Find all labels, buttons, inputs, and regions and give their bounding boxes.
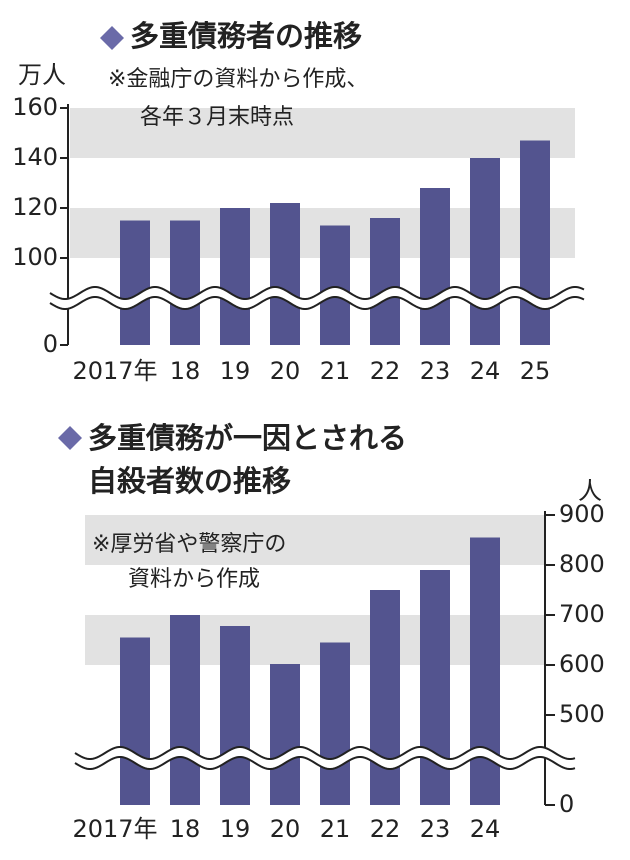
y-tick-label: 900 [559,500,605,528]
x-tick-label: 20 [270,815,301,843]
x-tick-label: 24 [470,815,501,843]
y-tick-label: 600 [559,650,605,678]
bar [470,158,500,345]
note: ※厚労省や警察庁の [92,532,286,557]
axis-break-line [74,746,576,760]
axis-break [75,747,575,769]
x-tick-label: 19 [220,815,251,843]
x-tick-label: 20 [270,357,301,385]
bar [370,218,400,345]
bar [320,642,350,805]
bar [220,208,250,345]
bar [420,188,450,345]
note: 資料から作成 [128,567,260,592]
x-tick-label: 19 [220,357,251,385]
x-tick-label: 18 [170,815,201,843]
x-tick-label: 22 [370,357,401,385]
x-tick-label: 25 [520,357,551,385]
y-axis-unit: 人 [578,477,602,505]
band [85,615,545,665]
bar [170,220,200,345]
axis-break-line [74,756,576,770]
chart-title: 自殺者数の推移 [88,464,291,498]
bar [320,225,350,345]
x-tick-label: 2017年 [72,815,157,843]
chart-title: 多重債務者の推移 [130,19,362,53]
bar [470,537,500,805]
x-tick-label: 24 [470,357,501,385]
bar [220,626,250,805]
title-icon [100,26,124,50]
bar [270,664,300,805]
x-tick-label: 22 [370,815,401,843]
bar [420,570,450,805]
y-tick-label: 160 [12,93,58,121]
bar [170,615,200,805]
bar [120,220,150,345]
bar [520,140,550,345]
x-tick-label: 21 [320,815,351,843]
chart-title: 多重債務が一因とされる [88,421,407,455]
y-tick-label: 120 [12,193,58,221]
y-axis-unit: 万人 [18,61,66,89]
axis-break-line [49,286,585,300]
x-tick-label: 18 [170,357,201,385]
y-tick-label: 0 [559,790,574,818]
y-tick-label: 0 [43,330,58,358]
y-tick-label: 700 [559,600,605,628]
x-tick-label: 23 [420,815,451,843]
axis-break [50,287,584,309]
y-tick-label: 100 [12,243,58,271]
title-icon [58,426,82,450]
band [85,515,545,565]
y-tick-label: 800 [559,550,605,578]
axis-break-line [49,296,585,310]
band [70,108,575,158]
y-tick-label: 500 [559,700,605,728]
y-tick-label: 140 [12,143,58,171]
bar [270,203,300,345]
bar [120,637,150,805]
x-tick-label: 2017年 [72,357,157,385]
note: ※金融庁の資料から作成、 [108,67,368,92]
note: 各年３月末時点 [140,105,294,130]
charts: 0 100 120 140 160 2017年 18 19 20 21 22 23 24 25 0 500 60… [12,93,605,843]
x-tick-label: 23 [420,357,451,385]
x-tick-label: 21 [320,357,351,385]
bar [370,590,400,805]
